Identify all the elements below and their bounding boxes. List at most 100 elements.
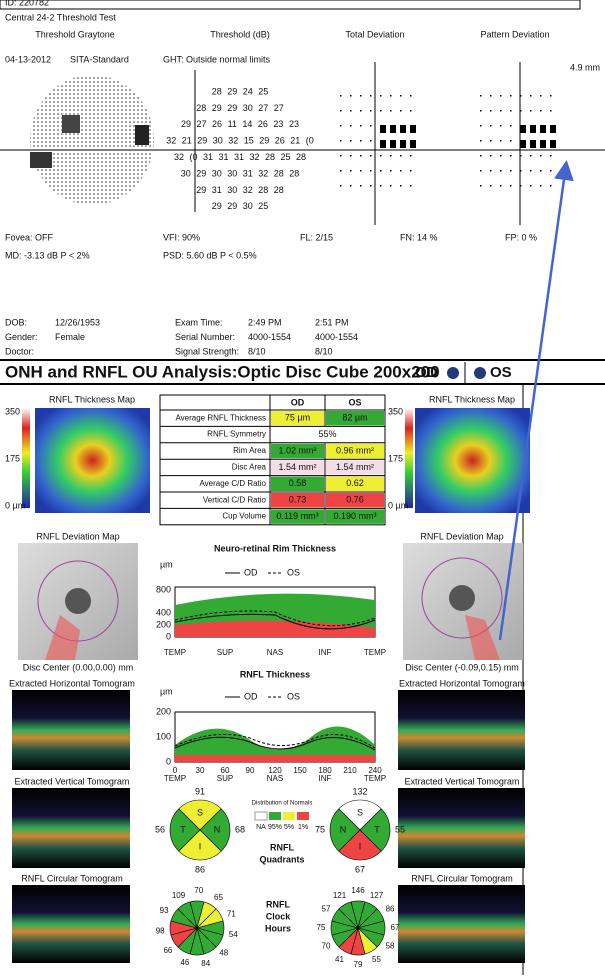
x-label: TEMP (164, 774, 186, 783)
clock-value: 46 (180, 958, 189, 967)
info-label: Serial Number: (175, 332, 235, 342)
threshold-row: 29 29 30 25 (212, 201, 269, 211)
deviation-symbol (520, 185, 522, 187)
os-dot (474, 367, 486, 379)
deviation-symbol (510, 185, 512, 187)
deviation-symbol (380, 185, 382, 187)
deviation-symbol (480, 140, 482, 142)
normals-label: NA (256, 824, 266, 831)
color-scale (22, 408, 30, 508)
color-scale (405, 408, 413, 508)
deviation-symbol (370, 95, 372, 97)
cell-bg (271, 411, 324, 426)
test-name: Central 24-2 Threshold Test (5, 12, 116, 22)
deviation-symbol (370, 155, 372, 157)
deviation-symbol (480, 170, 482, 172)
chart-title: Neuro-retinal Rim Thickness (214, 543, 336, 553)
threshold-row: 32 (0 31 31 31 32 28 25 28 (174, 152, 306, 162)
clock-value: 65 (214, 893, 223, 902)
deviation-symbol (360, 185, 362, 187)
quadrant-letter: I (359, 841, 362, 851)
od-curve (174, 736, 376, 751)
tomogram-title: Extracted Horizontal Tomogram (399, 678, 525, 688)
clock-value: 75 (317, 923, 326, 932)
quadrant-letter: T (374, 824, 380, 834)
deviation-symbol (350, 110, 352, 112)
deviation-symbol (500, 140, 502, 142)
deviation-symbol (400, 110, 402, 112)
deviation-symbol (400, 185, 402, 187)
y-tick-label: 200 (156, 619, 171, 629)
clock-value: 84 (201, 959, 210, 968)
x-tick-label: 150 (293, 766, 307, 775)
legend-label: OS (287, 691, 300, 701)
scan-circle (421, 557, 503, 639)
deviation-symbol (340, 140, 342, 142)
scale: 4.9 mm (570, 62, 600, 72)
deviation-symbol (500, 185, 502, 187)
tomogram-title: RNFL Circular Tomogram (411, 873, 513, 883)
deviation-symbol (510, 155, 512, 157)
normals-legend (254, 811, 309, 821)
stat: FP: 0 % (505, 232, 537, 242)
wedge (178, 799, 222, 831)
deviation-symbol (520, 125, 526, 133)
deviation-symbol (380, 170, 382, 172)
deviation-symbol (410, 185, 412, 187)
clock-value: 67 (391, 923, 400, 932)
deviation-symbol (510, 125, 512, 127)
cell-bg (271, 509, 324, 524)
deviation-symbol (490, 140, 492, 142)
x-label: TEMP (364, 648, 386, 657)
quadrant-value: 132 (352, 786, 367, 796)
tomogram-title: Extracted Vertical Tomogram (405, 776, 520, 786)
deviation-symbol (400, 155, 402, 157)
os-label: OS (490, 364, 512, 381)
cell-bg (271, 493, 324, 508)
deviation-symbol (400, 125, 406, 133)
clock-value: 86 (386, 905, 395, 914)
wedge (178, 829, 222, 861)
cell-bg (326, 493, 384, 508)
clock-value: 127 (370, 891, 384, 900)
y-tick-label: 400 (156, 607, 171, 617)
clock-value: 121 (333, 891, 347, 900)
info-value: 2:51 PM (315, 317, 349, 327)
cell-bg (271, 476, 324, 491)
deviation-symbol (550, 95, 552, 97)
deviation-symbol (490, 125, 492, 127)
threshold-row: 28 29 24 25 (212, 86, 269, 96)
deviation-symbol (530, 185, 532, 187)
deviation-symbol (540, 185, 542, 187)
cell: 0.73 (289, 495, 307, 505)
x-tick-label: 120 (268, 766, 282, 775)
clock-value: 66 (163, 946, 172, 955)
threshold-row: 28 29 29 30 27 27 (196, 103, 284, 113)
os-curve (174, 610, 376, 627)
map-title: RNFL Thickness Map (429, 394, 515, 404)
deviation-symbol (340, 110, 342, 112)
deviation-symbol (410, 140, 416, 148)
quadrant-letter: T (180, 824, 186, 834)
cell: 0.96 mm² (336, 445, 374, 455)
map-title: RNFL Thickness Map (49, 394, 135, 404)
deviation-symbol (550, 185, 552, 187)
deviation-symbol (380, 95, 382, 97)
deviation-symbol (370, 125, 372, 127)
deviation-symbol (390, 170, 392, 172)
deviation-symbol (510, 170, 512, 172)
deviation-symbol (550, 170, 552, 172)
disc (65, 588, 91, 614)
cell: 1.54 mm² (278, 462, 316, 472)
deviation-symbol (390, 110, 392, 112)
unit: µm (160, 559, 173, 569)
clock-value: 57 (322, 905, 331, 914)
threshold-row: 32 21 29 30 32 15 29 26 21 (0 (166, 136, 314, 146)
row-label: Disc Area (232, 463, 267, 472)
deviation-symbol (340, 170, 342, 172)
deviation-symbol (510, 95, 512, 97)
deviation-symbol (370, 140, 372, 142)
info-value: Female (55, 332, 85, 342)
quadrant-letter: S (197, 807, 203, 817)
